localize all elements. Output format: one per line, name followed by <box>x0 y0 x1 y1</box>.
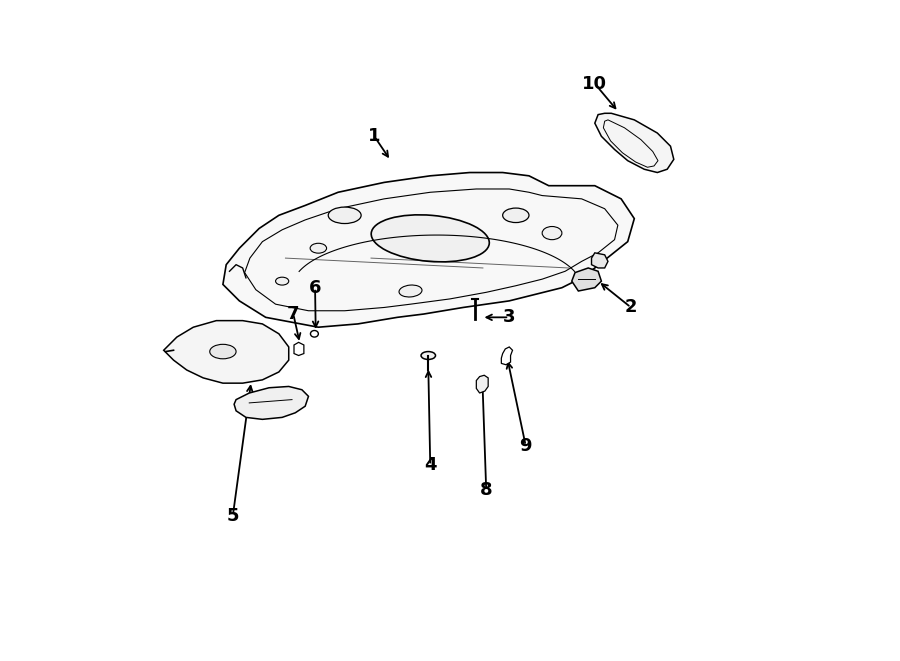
Ellipse shape <box>328 207 361 223</box>
Text: 10: 10 <box>582 75 608 93</box>
Text: 6: 6 <box>309 279 321 297</box>
Polygon shape <box>501 347 512 365</box>
Text: 9: 9 <box>519 437 532 455</box>
Polygon shape <box>234 387 309 419</box>
Ellipse shape <box>275 277 289 285</box>
Ellipse shape <box>371 215 490 262</box>
Polygon shape <box>572 268 601 291</box>
Ellipse shape <box>310 330 319 337</box>
Text: 5: 5 <box>227 507 239 525</box>
Ellipse shape <box>503 208 529 223</box>
Polygon shape <box>294 342 304 356</box>
Ellipse shape <box>542 227 562 240</box>
Text: 1: 1 <box>368 128 381 145</box>
Text: 2: 2 <box>625 299 637 317</box>
Text: 7: 7 <box>287 305 300 323</box>
Polygon shape <box>595 113 674 173</box>
Ellipse shape <box>399 285 422 297</box>
Ellipse shape <box>421 352 436 360</box>
Polygon shape <box>591 253 608 268</box>
Text: 8: 8 <box>480 481 492 499</box>
Text: 3: 3 <box>503 308 516 327</box>
Polygon shape <box>223 173 634 327</box>
Polygon shape <box>476 375 488 393</box>
Ellipse shape <box>310 243 327 253</box>
Text: 4: 4 <box>424 457 436 475</box>
Ellipse shape <box>210 344 236 359</box>
Polygon shape <box>164 321 289 383</box>
